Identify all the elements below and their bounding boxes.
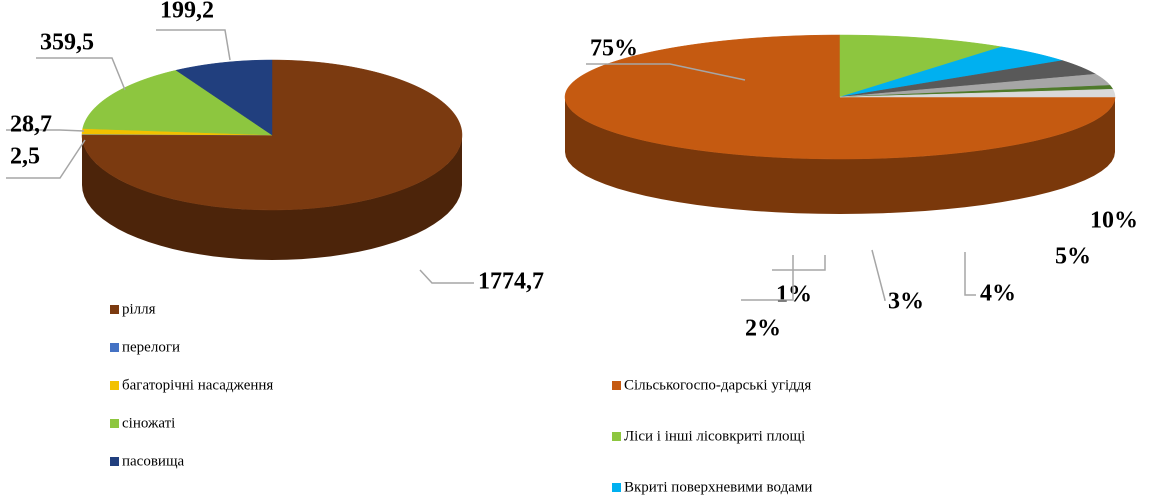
- legend-label: Ліси і інші лісовкриті площі: [624, 428, 805, 444]
- data-label: 2%: [745, 316, 781, 342]
- leader-line: [36, 57, 126, 91]
- data-label: 5%: [1055, 244, 1091, 270]
- leader-line: [419, 269, 474, 284]
- legend-swatch: [110, 419, 119, 428]
- leader-line: [6, 129, 85, 132]
- pie-side: [565, 97, 1115, 214]
- legend-swatch: [110, 457, 119, 466]
- legend-swatch: [612, 483, 621, 492]
- leader-line: [964, 252, 976, 296]
- legend-label: Сільськогоспо-дарські угіддя: [624, 377, 811, 393]
- pie-slice: [839, 46, 1063, 98]
- legend-label: сіножаті: [122, 415, 175, 431]
- leader-line: [156, 29, 231, 61]
- data-label: 1%: [776, 282, 812, 308]
- legend-swatch: [612, 432, 621, 441]
- legend-label: рілля: [122, 301, 156, 317]
- legend-label: багаторічні насадження: [122, 377, 273, 393]
- legend-label: пасовища: [122, 453, 185, 469]
- data-label: 2,5: [10, 144, 40, 170]
- pie-slice: [175, 59, 273, 136]
- leader-line: [772, 255, 826, 271]
- leader-line: [741, 255, 794, 301]
- pie-slice: [839, 34, 1002, 98]
- legend-swatch: [110, 381, 119, 390]
- data-label: 4%: [980, 281, 1016, 307]
- pie-slice: [839, 88, 1116, 98]
- data-label: 28,7: [10, 112, 52, 138]
- legend-swatch: [110, 343, 119, 352]
- legend-label: Вкриті поверхневими водами: [624, 479, 812, 495]
- leader-line: [586, 63, 746, 81]
- pie-slice: [839, 73, 1111, 98]
- legend-swatch: [110, 305, 119, 314]
- data-label: 199,2: [160, 0, 214, 24]
- leader-line: [6, 139, 86, 179]
- pie-side: [82, 135, 462, 260]
- pie-chart: 1774,7 2,5 28,7 359,5 199,2 рілля перелоги бага…: [6, 0, 544, 469]
- pie-slice: [564, 34, 1116, 160]
- legend-swatch: [612, 381, 621, 390]
- data-label: 359,5: [40, 30, 94, 56]
- leader-line: [871, 249, 886, 301]
- pie-slice: [81, 59, 463, 211]
- legend-label: перелоги: [122, 339, 180, 355]
- data-label: 3%: [888, 289, 924, 315]
- pie-slice: [82, 69, 273, 136]
- pie-chart: 75% 10% 5% 4% 3% 1% 2% Сільськогоспо-дарські уг…: [564, 34, 1138, 495]
- pie-slice: [839, 60, 1097, 98]
- data-label: 1774,7: [478, 269, 544, 295]
- data-label: 75%: [590, 36, 638, 62]
- data-label: 10%: [1090, 208, 1138, 234]
